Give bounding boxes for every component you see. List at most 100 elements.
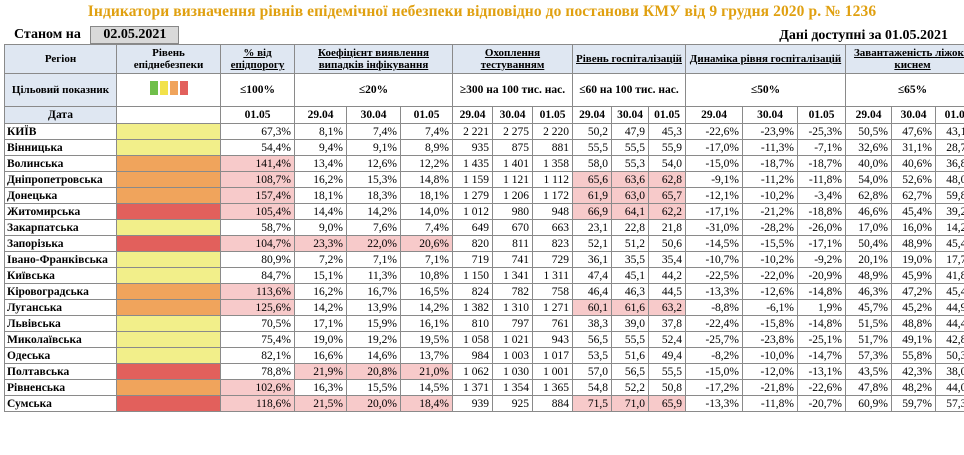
hosp-dynamics-value: -25,7% — [685, 331, 743, 348]
level-indicator — [116, 187, 221, 204]
testing-value: 758 — [532, 283, 573, 300]
level-indicator — [116, 219, 221, 236]
target-hosp-level: ≤60 на 100 тис. нас. — [572, 73, 686, 107]
table-row: КИЇВ 67,3% 8,1% 7,4% 7,4% 2 221 2 275 2 220 50,2… — [4, 123, 964, 140]
table-row: Рівненська 102,6% 16,3% 15,5% 14,5% 1 371 1 35… — [4, 379, 964, 396]
oxygen-value: 47,8% — [845, 379, 892, 396]
date-cell: 29.04 — [294, 106, 347, 124]
hosp-level-value: 54,0 — [648, 155, 686, 172]
hosp-dynamics-value: -22,5% — [685, 267, 743, 284]
testing-value: 1 365 — [532, 379, 573, 396]
hosp-level-value: 35,4 — [648, 251, 686, 268]
testing-value: 1 159 — [452, 171, 493, 188]
testing-value: 761 — [532, 315, 573, 332]
hosp-dynamics-value: -14,8% — [797, 315, 846, 332]
hosp-level-value: 45,3 — [648, 123, 686, 140]
testing-value: 811 — [492, 235, 533, 252]
oxygen-value: 57,3% — [934, 395, 964, 412]
oxygen-value: 45,2% — [891, 299, 936, 316]
detection-value: 9,0% — [294, 219, 347, 236]
pct-threshold-value: 70,5% — [220, 315, 295, 332]
table-row: Закарпатська 58,7% 9,0% 7,6% 7,4% 649 670 663 23… — [4, 219, 964, 236]
pct-threshold-value: 80,9% — [220, 251, 295, 268]
detection-value: 20,0% — [346, 395, 401, 412]
hosp-dynamics-value: -15,8% — [742, 315, 798, 332]
hosp-level-value: 55,9 — [648, 139, 686, 156]
detection-value: 14,2% — [294, 299, 347, 316]
testing-value: 1 112 — [532, 171, 573, 188]
oxygen-value: 46,3% — [845, 283, 892, 300]
hosp-level-value: 36,1 — [572, 251, 612, 268]
detection-value: 8,9% — [400, 139, 453, 156]
testing-value: 741 — [492, 251, 533, 268]
testing-value: 980 — [492, 203, 533, 220]
testing-value: 649 — [452, 219, 493, 236]
detection-value: 12,6% — [346, 155, 401, 172]
testing-value: 1 382 — [452, 299, 493, 316]
hosp-dynamics-value: -18,7% — [742, 155, 798, 172]
table-row: Львівська 70,5% 17,1% 15,9% 16,1% 810 797 761 38… — [4, 315, 964, 332]
level-color-swatch — [169, 81, 178, 95]
testing-value: 663 — [532, 219, 573, 236]
oxygen-value: 60,9% — [845, 395, 892, 412]
oxygen-value: 48,8% — [891, 315, 936, 332]
detection-value: 16,1% — [400, 315, 453, 332]
hosp-level-value: 21,8 — [648, 219, 686, 236]
pct-threshold-value: 84,7% — [220, 267, 295, 284]
region-name: Кіровоградська — [4, 283, 117, 300]
date-cell: 01.05 — [400, 106, 453, 124]
testing-value: 984 — [452, 347, 493, 364]
oxygen-value: 40,0% — [845, 155, 892, 172]
detection-value: 7,4% — [400, 219, 453, 236]
hosp-dynamics-value: -10,7% — [685, 251, 743, 268]
hosp-dynamics-value: -6,1% — [742, 299, 798, 316]
hosp-dynamics-value: -11,3% — [742, 139, 798, 156]
testing-value: 1 012 — [452, 203, 493, 220]
testing-value: 1 341 — [492, 267, 533, 284]
hosp-level-value: 50,8 — [648, 379, 686, 396]
date-single: 01.05 — [220, 106, 295, 124]
detection-value: 20,6% — [400, 235, 453, 252]
testing-value: 670 — [492, 219, 533, 236]
date-cell: 01.05 — [934, 106, 964, 124]
hosp-level-value: 56,5 — [611, 363, 649, 380]
target-testing: ≥300 на 100 тис. нас. — [452, 73, 573, 107]
hosp-dynamics-value: -15,0% — [685, 363, 743, 380]
pct-threshold-value: 157,4% — [220, 187, 295, 204]
oxygen-value: 42,3% — [891, 363, 936, 380]
date-cell: 29.04 — [572, 106, 612, 124]
hosp-level-value: 53,5 — [572, 347, 612, 364]
level-indicator — [116, 155, 221, 172]
detection-value: 11,3% — [346, 267, 401, 284]
testing-value: 884 — [532, 395, 573, 412]
detection-value: 16,2% — [294, 283, 347, 300]
hosp-level-value: 56,5 — [572, 331, 612, 348]
header-oxygen: Завантаженість ліжок з киснем — [844, 44, 964, 74]
oxygen-value: 47,6% — [891, 123, 936, 140]
hosp-dynamics-value: -17,1% — [797, 235, 846, 252]
detection-value: 16,5% — [400, 283, 453, 300]
detection-value: 10,8% — [400, 267, 453, 284]
pct-threshold-value: 108,7% — [220, 171, 295, 188]
detection-value: 16,3% — [294, 379, 347, 396]
testing-value: 1 017 — [532, 347, 573, 364]
target-detection: ≤20% — [294, 73, 453, 107]
region-name: Дніпропетровська — [4, 171, 117, 188]
testing-value: 925 — [492, 395, 533, 412]
detection-value: 21,9% — [294, 363, 347, 380]
hosp-dynamics-value: -10,0% — [742, 347, 798, 364]
region-name: Запорізька — [4, 235, 117, 252]
hosp-level-value: 61,6 — [611, 299, 649, 316]
hosp-level-value: 63,2 — [648, 299, 686, 316]
hosp-dynamics-value: -25,3% — [797, 123, 846, 140]
detection-value: 7,4% — [400, 123, 453, 140]
testing-value: 797 — [492, 315, 533, 332]
testing-value: 1 371 — [452, 379, 493, 396]
level-indicator — [116, 235, 221, 252]
hosp-level-value: 60,1 — [572, 299, 612, 316]
hosp-level-value: 23,1 — [572, 219, 612, 236]
oxygen-value: 14,2% — [934, 219, 964, 236]
hosp-level-value: 55,3 — [611, 155, 649, 172]
detection-value: 15,9% — [346, 315, 401, 332]
hosp-level-value: 46,4 — [572, 283, 612, 300]
